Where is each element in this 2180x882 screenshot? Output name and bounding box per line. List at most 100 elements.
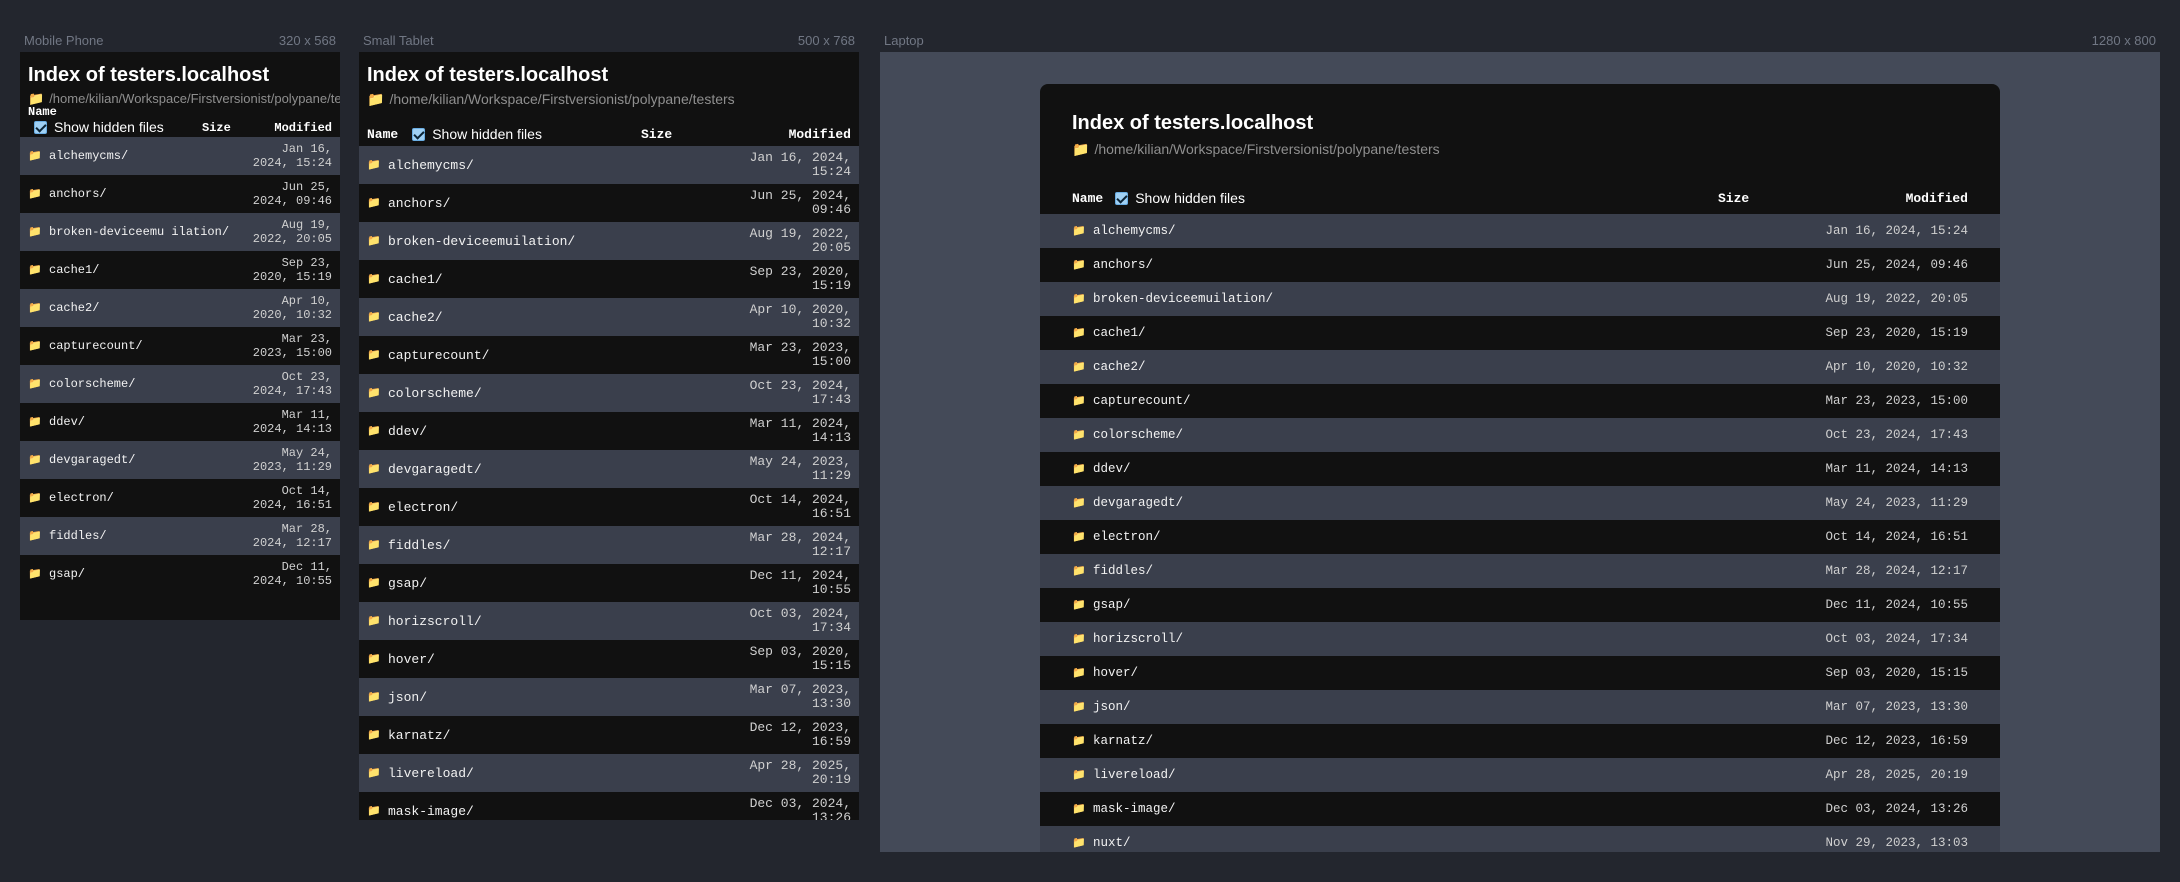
file-name-link[interactable]: cache2/ xyxy=(388,309,443,325)
file-row[interactable]: 📁 capturecount/Mar 23, 2023, 15:00 xyxy=(1040,384,2000,418)
file-row[interactable]: 📁 cache1/Sep 23, 2020, 15:19 xyxy=(359,260,859,298)
file-name-link[interactable]: fiddles/ xyxy=(1093,564,1154,578)
file-row[interactable]: 📁 broken-deviceemuilation/Aug 19, 2022, 2… xyxy=(359,222,859,260)
file-row[interactable]: 📁 ddev/Mar 11, 2024, 14:13 xyxy=(359,412,859,450)
file-row[interactable]: 📁 nuxt/Nov 29, 2023, 13:03 xyxy=(1040,826,2000,852)
file-row[interactable]: 📁 devgaragedt/May 24, 2023, 11:29 xyxy=(20,441,340,479)
file-name-link[interactable]: cache1/ xyxy=(388,271,443,287)
file-row[interactable]: 📁 mask-image/Dec 03, 2024, 13:26 xyxy=(359,792,859,820)
file-row[interactable]: 📁 cache1/Sep 23, 2020, 15:19 xyxy=(20,251,340,289)
file-row[interactable]: 📁 karnatz/Dec 12, 2023, 16:59 xyxy=(1040,724,2000,758)
file-row[interactable]: 📁 livereload/Apr 28, 2025, 20:19 xyxy=(359,754,859,792)
file-row[interactable]: 📁 capturecount/Mar 23, 2023, 15:00 xyxy=(359,336,859,374)
file-row[interactable]: 📁 broken-deviceemu ilation/Aug 19, 2022, … xyxy=(20,213,340,251)
file-row[interactable]: 📁 fiddles/Mar 28, 2024, 12:17 xyxy=(1040,554,2000,588)
file-name-link[interactable]: horizscroll/ xyxy=(1093,632,1184,646)
file-name-link[interactable]: mask-image/ xyxy=(388,803,474,819)
modified-column-header[interactable]: Modified xyxy=(788,127,851,142)
file-row[interactable]: 📁 horizscroll/Oct 03, 2024, 17:34 xyxy=(1040,622,2000,656)
file-name-link[interactable]: anchors/ xyxy=(1093,258,1154,272)
file-row[interactable]: 📁 gsap/Dec 11, 2024, 10:55 xyxy=(20,555,340,593)
name-column-header[interactable]: Name xyxy=(367,127,399,142)
show-hidden-toggle[interactable]: Show hidden files xyxy=(412,126,641,142)
file-row[interactable]: 📁 electron/Oct 14, 2024, 16:51 xyxy=(359,488,859,526)
file-name-link[interactable]: alchemycms/ xyxy=(49,149,129,163)
file-row[interactable]: 📁 anchors/Jun 25, 2024, 09:46 xyxy=(20,175,340,213)
show-hidden-checkbox[interactable] xyxy=(34,120,47,134)
file-name-link[interactable]: cache2/ xyxy=(49,301,100,315)
file-name-link[interactable]: alchemycms/ xyxy=(388,157,474,173)
file-row[interactable]: 📁 hover/Sep 03, 2020, 15:15 xyxy=(359,640,859,678)
show-hidden-toggle[interactable]: Show hidden files xyxy=(1115,190,1718,206)
file-name-link[interactable]: electron/ xyxy=(49,491,114,505)
size-column-header[interactable]: Size xyxy=(641,127,673,142)
file-name-link[interactable]: anchors/ xyxy=(388,195,451,211)
modified-column-header[interactable]: Modified xyxy=(1905,191,1968,206)
file-name-link[interactable]: gsap/ xyxy=(1093,598,1131,612)
file-name-link[interactable]: alchemycms/ xyxy=(1093,224,1176,238)
file-row[interactable]: 📁 cache2/Apr 10, 2020, 10:32 xyxy=(20,289,340,327)
file-name-link[interactable]: capturecount/ xyxy=(49,339,143,353)
file-name-link[interactable]: devgaragedt/ xyxy=(388,461,482,477)
file-name-link[interactable]: mask-image/ xyxy=(1093,802,1176,816)
file-name-link[interactable]: anchors/ xyxy=(49,187,107,201)
file-row[interactable]: 📁 livereload/Apr 28, 2025, 20:19 xyxy=(1040,758,2000,792)
file-row[interactable]: 📁 fiddles/Mar 28, 2024, 12:17 xyxy=(359,526,859,564)
file-row[interactable]: 📁 cache1/Sep 23, 2020, 15:19 xyxy=(1040,316,2000,350)
modified-column-header[interactable]: Modified xyxy=(274,121,332,135)
file-name-link[interactable]: cache1/ xyxy=(1093,326,1146,340)
file-name-link[interactable]: colorscheme/ xyxy=(1093,428,1184,442)
file-name-link[interactable]: broken-deviceemu ilation/ xyxy=(49,225,230,239)
show-hidden-toggle[interactable]: Show hidden files xyxy=(34,119,202,135)
file-row[interactable]: 📁 json/Mar 07, 2023, 13:30 xyxy=(359,678,859,716)
file-row[interactable]: 📁 colorscheme/Oct 23, 2024, 17:43 xyxy=(359,374,859,412)
file-row[interactable]: 📁 gsap/Dec 11, 2024, 10:55 xyxy=(1040,588,2000,622)
file-name-link[interactable]: devgaragedt/ xyxy=(1093,496,1184,510)
file-row[interactable]: 📁 cache2/Apr 10, 2020, 10:32 xyxy=(1040,350,2000,384)
file-name-link[interactable]: colorscheme/ xyxy=(388,385,482,401)
file-row[interactable]: 📁 alchemycms/Jan 16, 2024, 15:24 xyxy=(20,137,340,175)
file-name-link[interactable]: electron/ xyxy=(388,499,459,515)
file-name-link[interactable]: fiddles/ xyxy=(388,537,451,553)
file-row[interactable]: 📁 mask-image/Dec 03, 2024, 13:26 xyxy=(1040,792,2000,826)
file-row[interactable]: 📁 electron/Oct 14, 2024, 16:51 xyxy=(20,479,340,517)
file-row[interactable]: 📁 devgaragedt/May 24, 2023, 11:29 xyxy=(1040,486,2000,520)
file-name-link[interactable]: broken-deviceemuilation/ xyxy=(1093,292,1274,306)
file-name-link[interactable]: karnatz/ xyxy=(1093,734,1154,748)
size-column-header[interactable]: Size xyxy=(202,121,231,135)
name-column-header[interactable]: Name xyxy=(28,105,57,119)
file-name-link[interactable]: json/ xyxy=(388,689,428,705)
file-row[interactable]: 📁 alchemycms/Jan 16, 2024, 15:24 xyxy=(1040,214,2000,248)
file-name-link[interactable]: gsap/ xyxy=(388,575,428,591)
file-row[interactable]: 📁 fiddles/Mar 28, 2024, 12:17 xyxy=(20,517,340,555)
show-hidden-checkbox[interactable] xyxy=(412,127,426,141)
file-row[interactable]: 📁 json/Mar 07, 2023, 13:30 xyxy=(1040,690,2000,724)
size-column-header[interactable]: Size xyxy=(1718,191,1750,206)
file-row[interactable]: 📁 ddev/Mar 11, 2024, 14:13 xyxy=(1040,452,2000,486)
file-name-link[interactable]: karnatz/ xyxy=(388,727,451,743)
file-row[interactable]: 📁 anchors/Jun 25, 2024, 09:46 xyxy=(1040,248,2000,282)
file-row[interactable]: 📁 hover/Sep 03, 2020, 15:15 xyxy=(1040,656,2000,690)
file-name-link[interactable]: fiddles/ xyxy=(49,529,107,543)
file-row[interactable]: 📁 horizscroll/Oct 03, 2024, 17:34 xyxy=(359,602,859,640)
file-name-link[interactable]: electron/ xyxy=(1093,530,1161,544)
file-row[interactable]: 📁 alchemycms/Jan 16, 2024, 15:24 xyxy=(359,146,859,184)
file-row[interactable]: 📁 devgaragedt/May 24, 2023, 11:29 xyxy=(359,450,859,488)
file-row[interactable]: 📁 colorscheme/Oct 23, 2024, 17:43 xyxy=(20,365,340,403)
file-name-link[interactable]: capturecount/ xyxy=(388,347,490,363)
file-name-link[interactable]: devgaragedt/ xyxy=(49,453,136,467)
name-column-header[interactable]: Name xyxy=(1072,191,1104,206)
file-name-link[interactable]: gsap/ xyxy=(49,567,86,581)
show-hidden-checkbox[interactable] xyxy=(1115,191,1129,205)
file-name-link[interactable]: json/ xyxy=(1093,700,1131,714)
file-name-link[interactable]: hover/ xyxy=(388,651,435,667)
file-row[interactable]: 📁 karnatz/Dec 12, 2023, 16:59 xyxy=(359,716,859,754)
file-row[interactable]: 📁 ddev/Mar 11, 2024, 14:13 xyxy=(20,403,340,441)
file-name-link[interactable]: capturecount/ xyxy=(1093,394,1191,408)
file-name-link[interactable]: horizscroll/ xyxy=(388,613,482,629)
file-name-link[interactable]: cache1/ xyxy=(49,263,100,277)
file-row[interactable]: 📁 anchors/Jun 25, 2024, 09:46 xyxy=(359,184,859,222)
file-row[interactable]: 📁 electron/Oct 14, 2024, 16:51 xyxy=(1040,520,2000,554)
file-name-link[interactable]: livereload/ xyxy=(388,765,474,781)
file-name-link[interactable]: hover/ xyxy=(1093,666,1139,680)
